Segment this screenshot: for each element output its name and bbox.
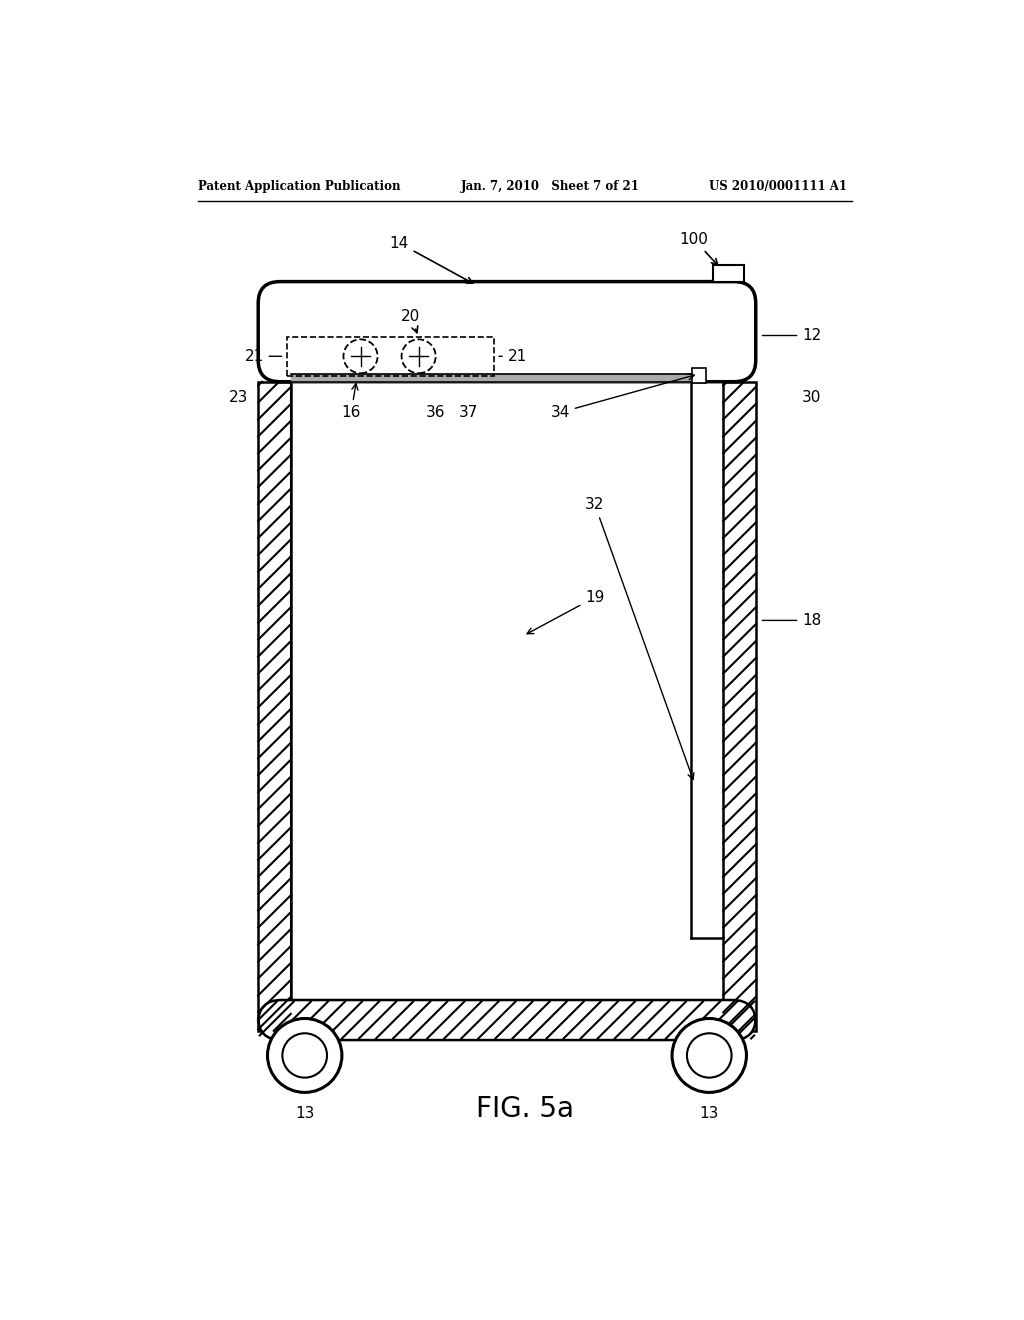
Text: 13: 13 xyxy=(295,1106,314,1122)
Text: 37: 37 xyxy=(460,405,478,420)
Text: 18: 18 xyxy=(763,612,821,628)
Bar xyxy=(258,381,291,1031)
Bar xyxy=(692,368,707,383)
Text: US 2010/0001111 A1: US 2010/0001111 A1 xyxy=(710,181,847,194)
Text: 21: 21 xyxy=(499,348,527,364)
Text: 100: 100 xyxy=(679,232,718,265)
Text: 13: 13 xyxy=(699,1106,719,1122)
Text: 16: 16 xyxy=(342,384,360,420)
Text: 19: 19 xyxy=(527,590,604,634)
FancyBboxPatch shape xyxy=(258,1001,756,1040)
Bar xyxy=(723,381,756,1031)
Text: 23: 23 xyxy=(228,389,248,405)
Circle shape xyxy=(687,1034,731,1077)
Circle shape xyxy=(267,1019,342,1093)
Circle shape xyxy=(672,1019,746,1093)
Text: 14: 14 xyxy=(389,235,473,284)
Text: 32: 32 xyxy=(586,498,694,780)
FancyBboxPatch shape xyxy=(258,281,756,381)
Text: 30: 30 xyxy=(802,389,821,405)
Text: FIG. 5a: FIG. 5a xyxy=(476,1096,573,1123)
Text: 34: 34 xyxy=(550,374,694,420)
Text: 12: 12 xyxy=(763,327,821,343)
Text: 20: 20 xyxy=(401,309,421,333)
Text: Patent Application Publication: Patent Application Publication xyxy=(198,181,400,194)
Circle shape xyxy=(283,1034,327,1077)
Text: Jan. 7, 2010   Sheet 7 of 21: Jan. 7, 2010 Sheet 7 of 21 xyxy=(461,181,640,194)
Bar xyxy=(713,264,744,281)
Text: 36: 36 xyxy=(426,405,445,420)
Bar xyxy=(287,337,494,376)
Bar xyxy=(291,381,723,1001)
Text: 21: 21 xyxy=(245,348,282,364)
